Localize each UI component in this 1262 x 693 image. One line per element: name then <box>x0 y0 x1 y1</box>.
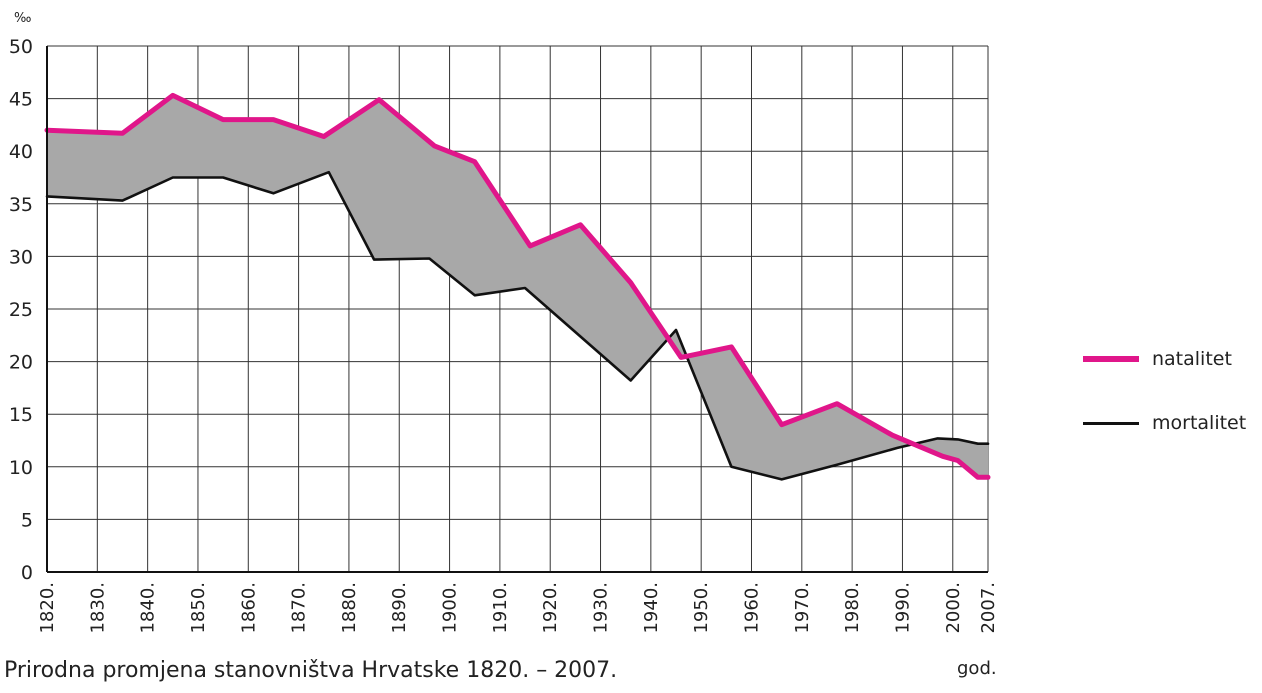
x-tick-label: 1950. <box>691 582 712 634</box>
legend-item-natalitet: natalitet <box>1083 348 1232 370</box>
y-tick-label: 10 <box>9 457 33 479</box>
x-tick-label: 1930. <box>591 582 612 634</box>
y-tick-label: 40 <box>9 141 33 163</box>
x-tick-label: 1910. <box>490 582 511 634</box>
y-tick-label: 15 <box>9 404 33 426</box>
x-tick-label: 1970. <box>792 582 813 634</box>
legend-label-mortalitet: mortalitet <box>1152 412 1247 434</box>
x-axis-label: god. <box>957 658 997 679</box>
y-axis-unit: ‰ <box>14 11 31 26</box>
x-tick-label: 1840. <box>138 582 159 634</box>
legend-swatch-natalitet <box>1083 356 1139 362</box>
x-tick-label: 1830. <box>87 582 108 634</box>
legend-label-natalitet: natalitet <box>1152 348 1232 370</box>
fill-between-area <box>47 95 988 480</box>
series-line-natalitet <box>44 92 991 480</box>
x-tick-label: 1980. <box>842 582 863 634</box>
x-tick-label: 1820. <box>37 582 58 634</box>
x-tick-label: 1870. <box>289 582 310 634</box>
y-tick-label: 45 <box>9 89 33 111</box>
legend-item-mortalitet: mortalitet <box>1083 412 1246 434</box>
x-tick-label: 1900. <box>440 582 461 634</box>
x-tick-label: 1890. <box>389 582 410 634</box>
x-tick-label: 1990. <box>892 582 913 634</box>
y-tick-label: 20 <box>9 352 33 374</box>
y-tick-label: 50 <box>9 36 33 58</box>
chart-caption: Prirodna promjena stanovništva Hrvatske … <box>4 658 618 683</box>
y-tick-label: 30 <box>9 246 33 268</box>
legend-swatch-mortalitet <box>1083 421 1139 425</box>
x-tick-label: 1880. <box>339 582 360 634</box>
x-tick-label: 2007. <box>978 582 999 634</box>
x-tick-label: 1850. <box>188 582 209 634</box>
y-tick-label: 0 <box>21 562 33 584</box>
x-tick-label: 1960. <box>741 582 762 634</box>
x-tick-label: 1920. <box>540 582 561 634</box>
x-tick-label: 2000. <box>943 582 964 634</box>
series-line-mortalitet <box>45 170 990 481</box>
y-tick-label: 25 <box>9 299 33 321</box>
series-lines <box>44 92 991 481</box>
axes: 0 5 10 15 20 25 30 35 40 45 50 1820. 1830. 1840. 1850.… <box>9 36 999 634</box>
y-tick-label: 35 <box>9 194 33 216</box>
y-tick-label: 5 <box>21 509 33 531</box>
x-tick-label: 1860. <box>238 582 259 634</box>
x-tick-label: 1940. <box>641 582 662 634</box>
